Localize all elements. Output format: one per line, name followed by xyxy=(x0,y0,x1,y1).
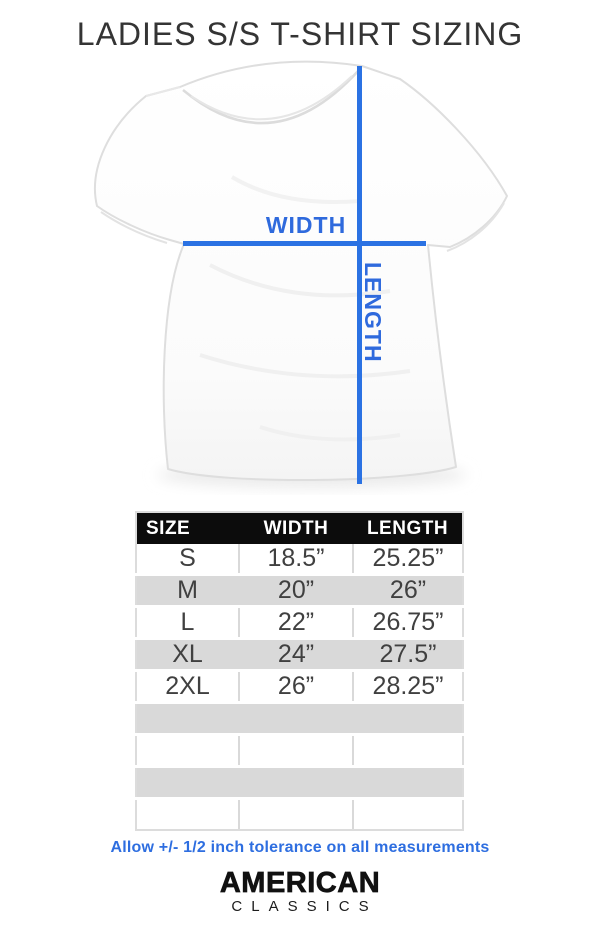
size-table: SIZE WIDTH LENGTH S 18.5” 25.25” M 20” 2… xyxy=(135,511,464,831)
cell-width: 26” xyxy=(238,670,353,704)
tshirt-graphic xyxy=(94,60,508,488)
cell-length: 28.25” xyxy=(352,670,463,704)
cell-size: L xyxy=(136,606,239,640)
cell-size: XL xyxy=(136,638,239,672)
tshirt-figure: WIDTH LENGTH xyxy=(94,60,508,488)
cell-width: 24” xyxy=(238,638,353,672)
cell-length: 25.25” xyxy=(352,544,463,576)
size-table-header-row: SIZE WIDTH LENGTH xyxy=(136,512,463,544)
length-measure-line xyxy=(357,66,362,484)
table-row-empty xyxy=(136,766,463,800)
column-header-width: WIDTH xyxy=(239,512,353,544)
page-title: LADIES S/S T-SHIRT SIZING xyxy=(76,16,524,52)
length-label: LENGTH xyxy=(360,262,386,363)
cell-length: 27.5” xyxy=(352,638,463,672)
table-row-empty xyxy=(136,702,463,736)
table-row-empty xyxy=(136,734,463,768)
tshirt-image xyxy=(94,60,508,488)
table-row-2xl: 2XL 26” 28.25” xyxy=(136,670,463,704)
column-header-size: SIZE xyxy=(136,512,239,544)
brand-subname: CLASSICS xyxy=(231,898,378,915)
cell-size: 2XL xyxy=(136,670,239,704)
cell-width: 18.5” xyxy=(238,544,353,576)
tolerance-note: Allow +/- 1/2 inch tolerance on all meas… xyxy=(110,839,490,856)
cell-size: S xyxy=(136,544,239,576)
table-row-s: S 18.5” 25.25” xyxy=(136,544,463,576)
width-measure-line xyxy=(183,241,426,246)
cell-size: M xyxy=(136,574,239,608)
brand-name: AMERICAN xyxy=(219,867,381,899)
table-row-xl: XL 24” 27.5” xyxy=(136,638,463,672)
column-header-length: LENGTH xyxy=(353,512,463,544)
table-row-l: L 22” 26.75” xyxy=(136,606,463,640)
cell-length: 26.75” xyxy=(352,606,463,640)
width-label: WIDTH xyxy=(265,212,347,238)
cell-length: 26” xyxy=(352,574,463,608)
table-row-empty xyxy=(136,798,463,831)
table-row-m: M 20” 26” xyxy=(136,574,463,608)
cell-width: 22” xyxy=(238,606,353,640)
brand-logo: AMERICAN CLASSICS xyxy=(0,868,600,915)
cell-width: 20” xyxy=(238,574,353,608)
